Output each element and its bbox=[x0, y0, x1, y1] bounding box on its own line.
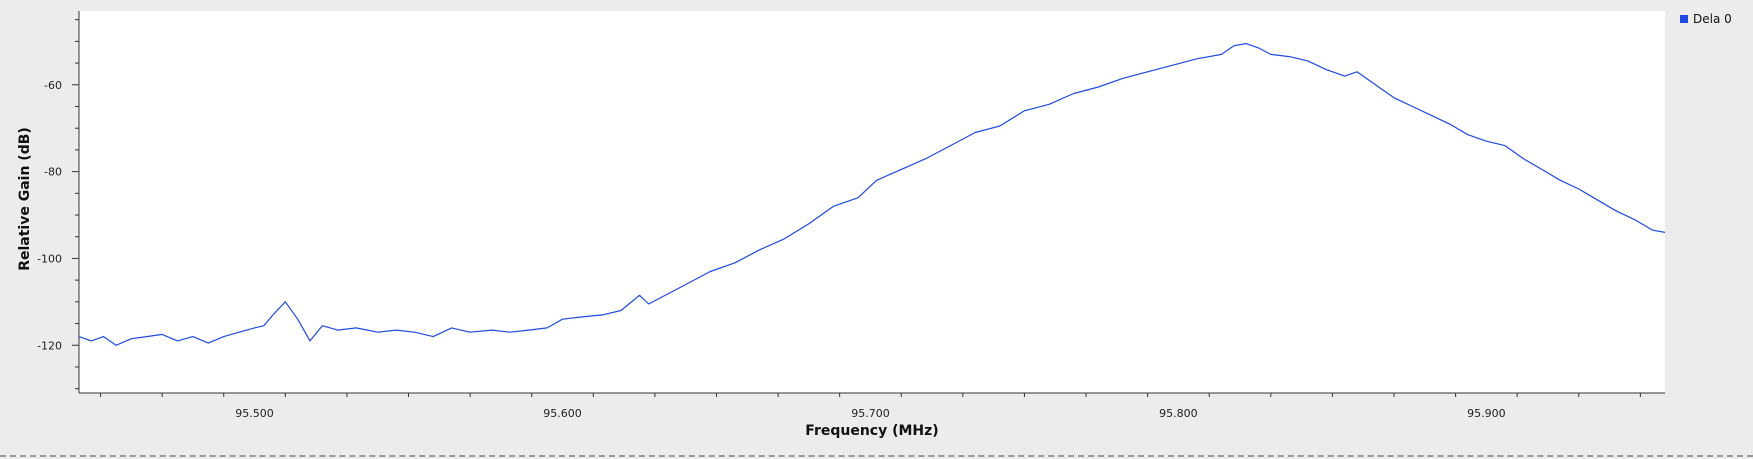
legend: Dela 0 bbox=[1680, 12, 1732, 26]
legend-label: Dela 0 bbox=[1693, 12, 1732, 26]
y-tick-label: -120 bbox=[37, 339, 62, 352]
y-axis-ticks: -60 -80 -100 -120 bbox=[37, 19, 79, 390]
y-tick-label: -80 bbox=[44, 166, 62, 179]
series-layer bbox=[78, 43, 1666, 346]
x-tick-label: 95.800 bbox=[1159, 407, 1198, 420]
plot-area-background bbox=[79, 11, 1665, 393]
x-axis-title: Frequency (MHz) bbox=[805, 423, 938, 439]
x-tick-label: 95.900 bbox=[1467, 407, 1506, 420]
legend-swatch bbox=[1680, 15, 1688, 23]
y-tick-label: -100 bbox=[37, 252, 62, 265]
y-tick-label: -60 bbox=[44, 79, 62, 92]
x-axis-ticks: 95.500 95.600 95.700 95.800 95.900 bbox=[100, 393, 1641, 420]
x-tick-label: 95.500 bbox=[235, 407, 274, 420]
x-tick-label: 95.600 bbox=[543, 407, 582, 420]
x-tick-label: 95.700 bbox=[851, 407, 890, 420]
y-axis-title: Relative Gain (dB) bbox=[17, 127, 33, 271]
bottom-divider bbox=[0, 455, 1753, 457]
series-line bbox=[78, 43, 1666, 346]
